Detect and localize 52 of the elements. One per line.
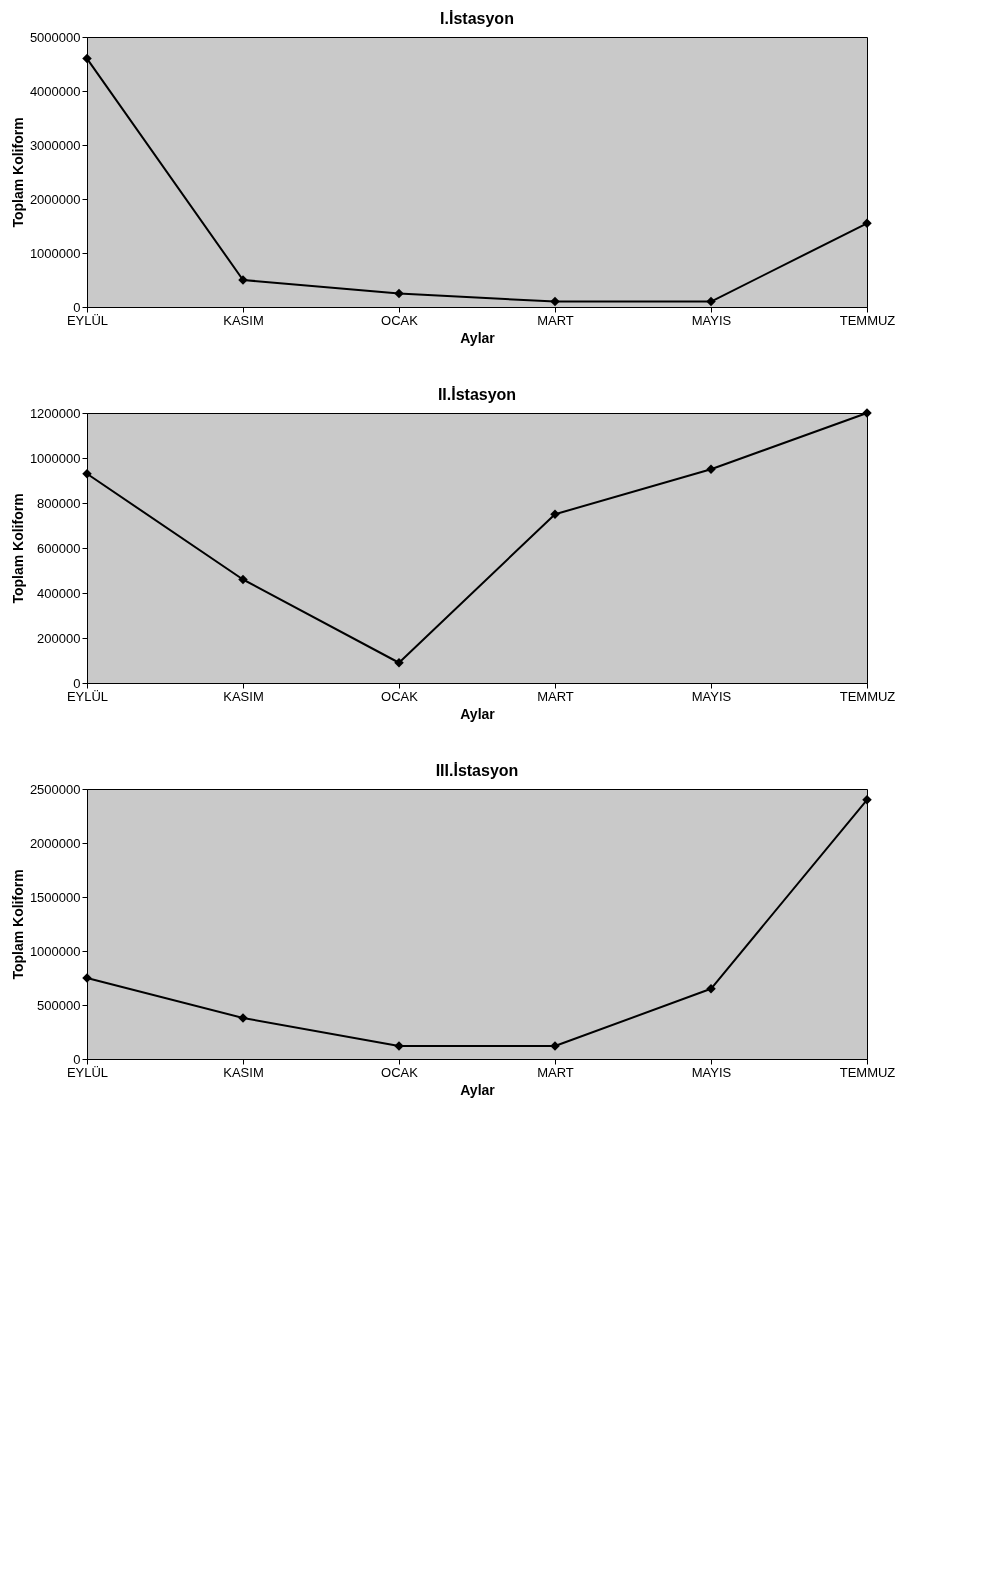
y-tick-label: 4000000 — [29, 83, 81, 99]
x-tick-label: MART — [537, 688, 574, 704]
y-tick-label: 1200000 — [29, 405, 81, 421]
y-tick-label: 1000000 — [29, 943, 81, 959]
x-tick-label: OCAK — [381, 688, 419, 704]
point — [82, 53, 92, 64]
x-tick-label: TEMMUZ — [839, 312, 896, 328]
x-tick-label: KASIM — [223, 688, 264, 704]
x-tick-label: MART — [537, 1064, 574, 1080]
x-axis-title: Aylar — [460, 1081, 496, 1098]
x-tick-label: MAYIS — [691, 1064, 732, 1080]
point — [394, 288, 404, 299]
point — [238, 574, 248, 585]
y-tick-label: 500000 — [37, 997, 81, 1013]
y-tick-label: 2000000 — [29, 191, 81, 207]
x-tick-label: EYLÜL — [66, 1064, 109, 1080]
y-tick-label: 3000000 — [29, 137, 81, 153]
y-tick-label: 600000 — [37, 540, 81, 556]
x-tick-label: TEMMUZ — [839, 688, 896, 704]
chart-title: III.İstasyon — [435, 762, 519, 779]
y-axis-title: Toplam Koliform — [9, 869, 26, 980]
y-tick-label: 2000000 — [29, 835, 81, 851]
x-tick-label: OCAK — [381, 1064, 419, 1080]
y-tick-label: 400000 — [37, 585, 81, 601]
y-tick-label: 200000 — [37, 630, 81, 646]
chart-title: I.İstasyon — [440, 10, 514, 27]
y-tick-label: 1000000 — [29, 450, 81, 466]
x-axis-title: Aylar — [460, 705, 496, 722]
x-tick-label: EYLÜL — [66, 688, 109, 704]
y-tick-label: 0 — [73, 675, 81, 691]
x-axis-title: Aylar — [460, 329, 496, 346]
chart-title: II.İstasyon — [437, 386, 517, 403]
x-tick-label: MAYIS — [691, 312, 732, 328]
y-axis-title: Toplam Koliform — [9, 493, 26, 604]
y-axis-title: Toplam Koliform — [9, 117, 26, 228]
x-tick-label: TEMMUZ — [839, 1064, 896, 1080]
x-tick-label: KASIM — [223, 312, 264, 328]
point — [550, 296, 560, 307]
y-tick-label: 0 — [73, 1051, 81, 1067]
y-tick-label: 1500000 — [29, 889, 81, 905]
y-tick-label: 2500000 — [29, 781, 81, 797]
x-tick-label: OCAK — [381, 312, 419, 328]
y-tick-label: 1000000 — [29, 245, 81, 261]
x-tick-label: EYLÜL — [66, 312, 109, 328]
y-tick-label: 0 — [73, 299, 81, 315]
point — [706, 296, 716, 307]
point — [862, 218, 872, 229]
x-tick-label: KASIM — [223, 1064, 264, 1080]
y-tick-label: 5000000 — [29, 29, 81, 45]
x-tick-label: MAYIS — [691, 688, 732, 704]
y-tick-label: 800000 — [37, 495, 81, 511]
x-tick-label: MART — [537, 312, 574, 328]
